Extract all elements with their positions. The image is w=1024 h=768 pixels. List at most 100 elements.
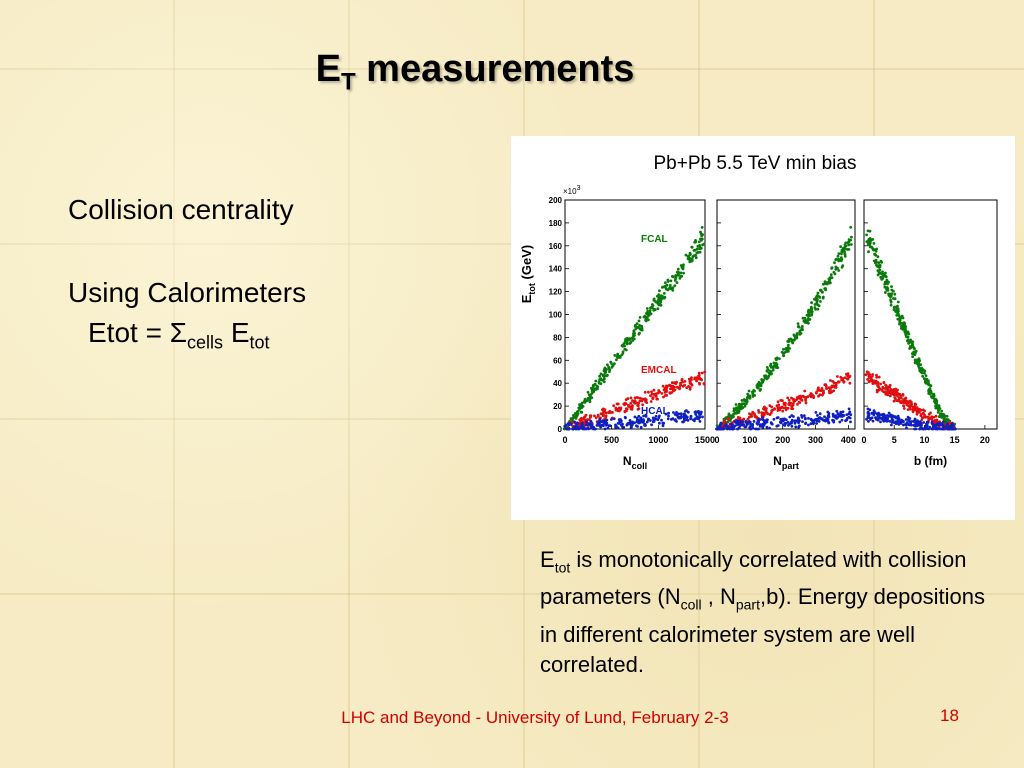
data-point [767,371,771,375]
data-point [686,410,690,414]
data-point [804,421,808,425]
data-point [682,263,685,267]
data-point [700,371,704,375]
data-point [918,427,922,431]
data-point [843,252,847,256]
data-point [757,427,760,431]
data-point [682,412,686,416]
data-point [580,422,583,426]
data-point [796,325,800,329]
data-point [890,389,894,392]
data-point [736,423,739,427]
data-point [603,417,607,421]
data-point [772,417,776,421]
data-point [813,297,816,301]
data-point [735,406,738,410]
data-point [796,322,800,325]
data-point [832,414,836,418]
chart-caption: Etot is monotonically correlated with co… [540,547,985,677]
data-point [893,292,897,296]
data-point [827,415,831,419]
data-point [616,352,619,356]
data-point [604,423,608,427]
data-point [563,424,567,428]
data-point [880,389,884,392]
data-point [885,418,889,421]
data-point [586,390,590,394]
data-point [906,338,910,341]
data-point [813,303,817,306]
data-point [580,417,583,420]
data-point [656,418,660,421]
data-point [657,391,661,394]
data-point [825,417,828,420]
data-point [844,376,847,380]
data-point [920,418,924,421]
data-point [660,295,664,299]
data-point [847,415,851,419]
data-point [656,300,659,304]
data-point [637,401,640,405]
data-point [776,400,780,404]
data-point [807,314,811,317]
data-point [726,420,730,424]
data-point [702,382,706,385]
data-point [646,314,650,318]
data-point [596,387,599,391]
data-point [927,383,931,387]
data-point [638,316,642,319]
data-point [866,378,869,381]
data-point [881,270,884,274]
x-tick-label: 0 [861,435,866,445]
data-point [622,402,626,406]
data-point [867,250,870,254]
data-point [787,398,791,402]
data-point [763,405,766,409]
data-point [772,361,776,365]
data-point [625,407,629,411]
data-point [667,411,670,415]
data-point [906,408,910,411]
data-point [824,287,827,290]
data-point [890,288,894,292]
data-point [699,411,703,415]
data-point [677,412,681,416]
data-point [598,421,601,424]
data-point [633,401,637,405]
data-point [698,376,701,380]
data-point [583,398,587,402]
data-point [913,347,916,350]
data-point [571,427,574,431]
data-point [849,420,852,424]
data-point [827,386,831,389]
data-point [722,419,726,423]
data-point [815,422,818,425]
data-point [846,377,850,381]
data-point [817,420,821,423]
data-point [649,394,652,398]
data-point [762,411,766,415]
data-point [834,265,838,269]
data-point [891,414,895,418]
data-point [889,392,893,396]
data-point [890,292,894,296]
data-point [900,419,904,423]
data-point [897,396,901,400]
data-point [836,412,840,415]
data-point [636,404,639,407]
data-point [685,409,688,412]
data-point [897,314,901,318]
data-point [599,372,603,376]
data-point [892,393,896,396]
data-point [689,417,692,421]
data-point [875,375,879,379]
data-point [679,383,683,387]
data-point [879,275,883,279]
data-point [696,245,700,248]
data-point [910,423,913,427]
data-point [690,383,694,387]
data-point [668,286,671,290]
data-point [912,423,916,427]
data-point [697,240,701,244]
data-point [654,300,657,303]
